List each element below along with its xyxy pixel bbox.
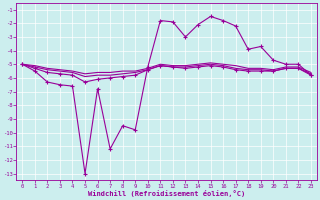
X-axis label: Windchill (Refroidissement éolien,°C): Windchill (Refroidissement éolien,°C) [88, 190, 245, 197]
